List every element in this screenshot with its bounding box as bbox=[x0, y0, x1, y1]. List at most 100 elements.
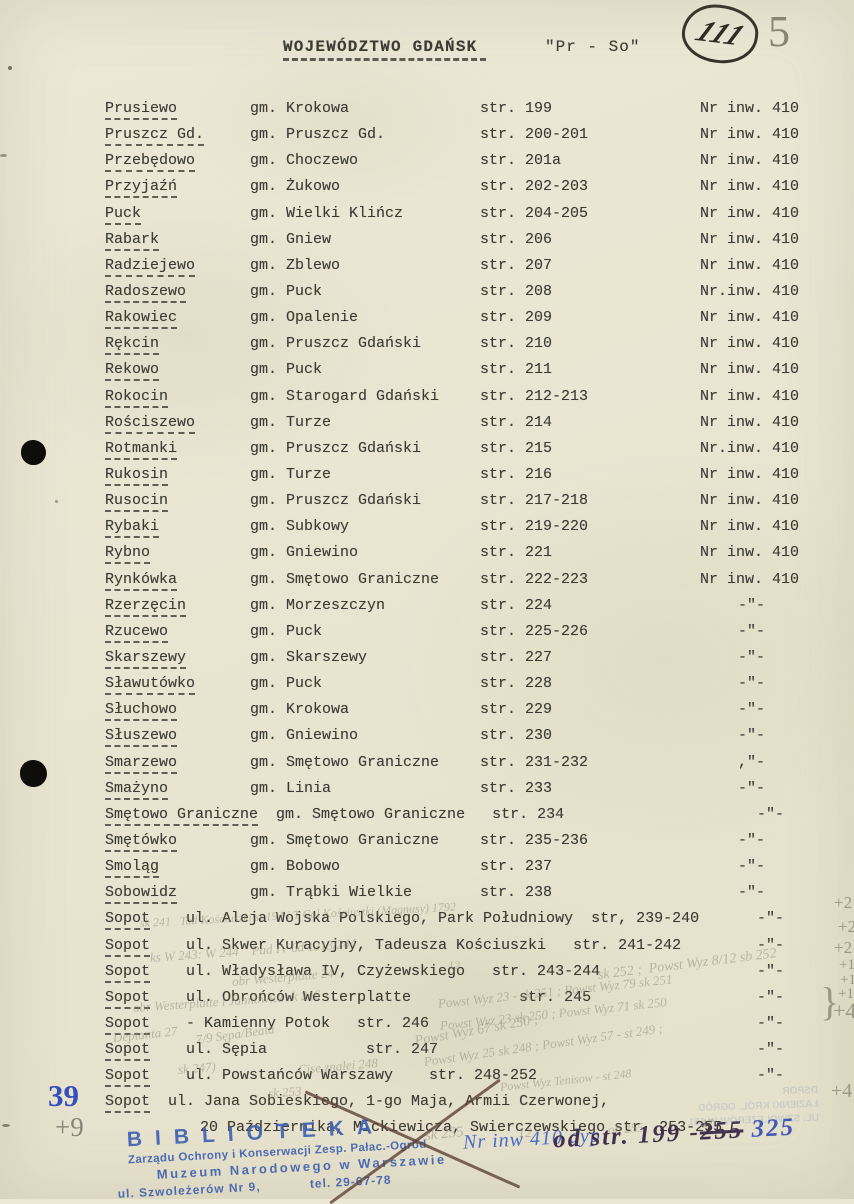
street-detail: - Kamienny Potok str. 246 bbox=[168, 1014, 430, 1032]
inventory-number: Nr inw. 410 bbox=[700, 413, 800, 431]
pencil-margin-mark: +1 bbox=[839, 957, 854, 973]
pencil-scribble: 12 bbox=[518, 1126, 532, 1141]
place-name: Smoląg bbox=[105, 858, 250, 879]
library-stamp: BIBLIOTEKA Zarządu Ochrony i Konserwacji… bbox=[117, 1112, 448, 1201]
list-row: Prusiewo gm. Krokowa str. 199 Nr inw. 410 bbox=[105, 100, 854, 126]
list-row: Rakowiec gm. Opalenie str. 209 Nr inw. 410 bbox=[105, 309, 854, 335]
page-reference: str. 225-226 bbox=[480, 622, 589, 640]
page-reference: str. 202-203 bbox=[480, 178, 589, 196]
gmina-name: gm. Smętowo Graniczne bbox=[250, 753, 440, 771]
inventory-number: Nr inw. 410 bbox=[700, 570, 800, 588]
place-name: Prusiewo bbox=[105, 100, 250, 120]
paper-speck bbox=[55, 500, 58, 503]
inventory-number: Nr inw. 410 bbox=[700, 230, 800, 248]
place-name: Smarzewo bbox=[105, 753, 250, 774]
list-row: Sobowidz gm. Trąbki Wielkie str. 238 -"- bbox=[105, 884, 854, 910]
place-name: Słuchowo bbox=[105, 701, 250, 722]
gmina-name: gm. Gniewino bbox=[250, 544, 359, 562]
inventory-number: Nr inw. 410 bbox=[700, 335, 800, 353]
place-name-text: Sopot bbox=[105, 1067, 151, 1088]
gmina-name: gm. Linia bbox=[250, 779, 332, 797]
inventory-number: Nr inw. 410 bbox=[700, 309, 800, 327]
page-reference: str. 229 bbox=[480, 701, 553, 719]
page-reference: str. 230 bbox=[480, 727, 553, 745]
list-row: Radziejewo gm. Zblewo str. 207 Nr inw. 410 bbox=[105, 256, 854, 283]
place-name: Sławutówko bbox=[105, 675, 250, 696]
gmina-name: gm. Pruszcz Gdański bbox=[250, 439, 422, 457]
place-name: Sopot bbox=[105, 936, 168, 957]
place-name: Rybaki bbox=[105, 518, 250, 539]
inventory-ditto: -"- bbox=[757, 910, 785, 928]
inventory-number: Nr inw. 410 bbox=[700, 178, 800, 196]
place-name-text: Radziejewo bbox=[105, 256, 196, 277]
place-name: Sopot bbox=[105, 1093, 151, 1114]
list-row: Słuchowo gm. Krokowa str. 229 -"- bbox=[105, 701, 854, 727]
page-reference: str. 207 bbox=[480, 256, 553, 274]
list-row: Rybno gm. Gniewino str. 221 Nr inw. 410 bbox=[105, 544, 854, 570]
inventory-ditto: -"- bbox=[738, 727, 766, 745]
inventory-number: Nr inw. 410 bbox=[700, 492, 800, 510]
street-detail: ul. Powstańców Warszawy str. 248-252 bbox=[168, 1067, 538, 1085]
page-reference: str. 212-213 bbox=[480, 387, 589, 405]
list-row: Smętowo Graniczne gm. Smętowo Graniczne … bbox=[105, 805, 854, 832]
page-title: WOJEWÓDZTWO GDAŃSK bbox=[283, 38, 478, 56]
place-name: Smętowo Graniczne bbox=[105, 805, 259, 826]
place-name-text: Prusiewo bbox=[105, 100, 178, 120]
place-name-text: Rusocin bbox=[105, 492, 169, 513]
page-reference: str. 235-236 bbox=[480, 831, 589, 849]
inventory-number: Nr inw. 410 bbox=[700, 152, 800, 170]
list-row: Rękcin gm. Pruszcz Gdański str. 210 Nr inw.… bbox=[105, 335, 854, 361]
place-name-text: Sopot bbox=[105, 1041, 151, 1062]
list-row: Sopot ul. Obrońców Westerplatte str. 245… bbox=[105, 988, 854, 1015]
place-name: Rzerzęcin bbox=[105, 596, 250, 617]
list-row: Rybaki gm. Subkowy str. 219-220 Nr inw. 410 bbox=[105, 518, 854, 544]
gmina-name: gm. Puck bbox=[250, 675, 323, 693]
place-name-text: Smarzewo bbox=[105, 753, 178, 774]
row-line-1: Sopot ul. Jana Sobieskiego, 1-go Maja, A… bbox=[105, 1093, 854, 1119]
gmina-name: gm. Skarszewy bbox=[250, 648, 368, 666]
pencil-scribble: ob 255 bbox=[607, 1119, 645, 1137]
page-reference: str. 217-218 bbox=[480, 492, 589, 510]
place-name-text: Rybaki bbox=[105, 518, 160, 539]
title-underline bbox=[283, 58, 486, 61]
street-detail: ul. Władysława IV, Czyżewskiego str. 243… bbox=[168, 962, 601, 980]
gmina-name: gm. Puck bbox=[250, 622, 323, 640]
inventory-ditto: ,"- bbox=[738, 753, 766, 771]
list-row: Smażyno gm. Linia str. 233 -"- bbox=[105, 779, 854, 806]
page-reference: str. 231-232 bbox=[480, 753, 589, 771]
place-name-text: Sopot bbox=[105, 1093, 151, 1114]
place-name-text: Rościszewo bbox=[105, 413, 196, 434]
inventory-ditto: -"- bbox=[738, 831, 766, 849]
gmina-name: gm. Bobowo bbox=[250, 858, 341, 876]
place-name-text: Rukosin bbox=[105, 465, 169, 486]
page-reference: str. 237 bbox=[480, 858, 553, 876]
gmina-name: gm. Pruszcz Gdański bbox=[250, 492, 422, 510]
pencil-margin-mark: +4 bbox=[833, 998, 854, 1023]
page-reference: str. 214 bbox=[480, 413, 553, 431]
inventory-number: Nr inw. 410 bbox=[700, 544, 800, 562]
place-name-text: Skarszewy bbox=[105, 648, 187, 669]
place-name: Smętówko bbox=[105, 831, 250, 852]
pencil-margin-mark: +2 bbox=[838, 917, 854, 936]
gmina-name: gm. Puck bbox=[250, 361, 323, 379]
place-name-text: Sopot bbox=[105, 936, 151, 957]
place-name-text: Rybno bbox=[105, 544, 151, 565]
pencil-scribble: 47 bbox=[700, 1116, 713, 1131]
place-name: Rabark bbox=[105, 230, 250, 251]
list-row: Radoszewo gm. Puck str. 208 Nr.inw. 410 bbox=[105, 282, 854, 309]
gmina-name: gm. Krokowa bbox=[250, 100, 350, 117]
pencil-margin-mark: +2 bbox=[834, 893, 853, 912]
inventory-ditto: -"- bbox=[757, 962, 785, 980]
place-name-text: Smażyno bbox=[105, 779, 169, 800]
place-name-text: Rzucewo bbox=[105, 622, 169, 643]
street-detail: ul. Obrońców Westerplatte str. 245 bbox=[168, 988, 592, 1006]
inventory-ditto: -"- bbox=[738, 648, 766, 666]
list-row: Sopot ul. Aleja Wojska Polskiego, Park P… bbox=[105, 910, 854, 936]
place-name-text: Puck bbox=[105, 204, 142, 225]
gmina-name: gm. Starogard Gdański bbox=[250, 387, 440, 405]
gmina-name: gm. Krokowa bbox=[250, 701, 350, 719]
stamp-address: ul. Szwoleżerów Nr 9, bbox=[117, 1179, 261, 1201]
inventory-ditto: -"- bbox=[757, 805, 785, 823]
list-row: Rościszewo gm. Turze str. 214 Nr inw. 410 bbox=[105, 413, 854, 440]
place-name: Puck bbox=[105, 204, 250, 225]
